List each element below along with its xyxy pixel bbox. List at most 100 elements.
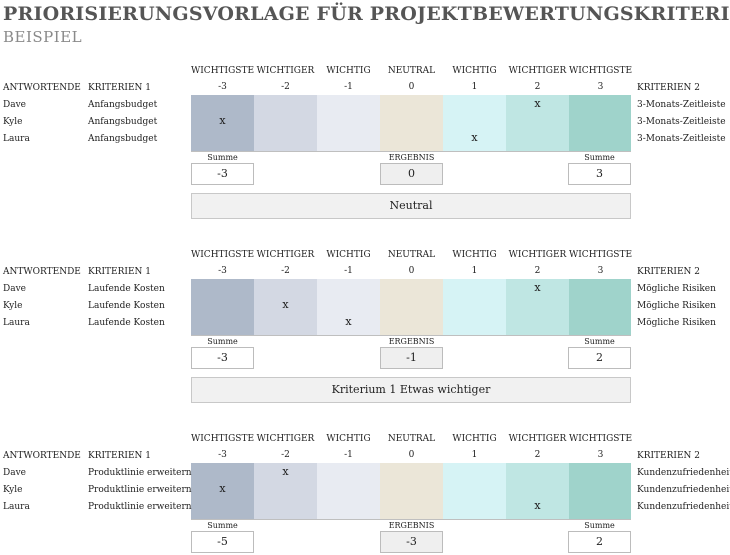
scale-label: WICHTIG (452, 434, 497, 444)
rating-cell[interactable]: x (191, 463, 254, 519)
rating-cell[interactable]: x (191, 95, 254, 151)
result-value: -3 (380, 531, 443, 553)
rating-cell[interactable]: x (506, 95, 569, 151)
criterion1-value: Anfangsbudget (88, 100, 158, 110)
criterion1-value: Laufende Kosten (88, 318, 165, 328)
scale-value: 3 (597, 266, 604, 276)
scale-label: WICHTIGSTE (191, 434, 255, 444)
scale-value: -2 (281, 82, 290, 92)
rating-mark: x (282, 465, 289, 478)
scale-value: 2 (534, 266, 541, 276)
rating-mark: x (219, 114, 226, 127)
scale-label: WICHTIGSTE (191, 250, 255, 260)
scale-label: NEUTRAL (387, 250, 436, 260)
criterion2-value: Kundenzufriedenheit (637, 468, 730, 478)
criterion2-value: Mögliche Risiken (637, 318, 716, 328)
criterion2-value: Kundenzufriedenheit (637, 502, 730, 512)
respondent-name: Kyle (3, 301, 23, 311)
rating-cell[interactable] (443, 279, 506, 335)
rating-band: x x x (191, 279, 631, 336)
respondent-name: Laura (3, 502, 30, 512)
rating-cell[interactable] (569, 463, 631, 519)
sum-left-value: -3 (191, 163, 254, 185)
sum-right-value: 2 (568, 531, 631, 553)
rating-cell[interactable]: x (317, 279, 380, 335)
scale-value: -1 (344, 82, 353, 92)
sum-left-label: Summe (207, 153, 238, 162)
rating-cell[interactable] (191, 279, 254, 335)
page-title: PRIORISIERUNGSVORLAGE FÜR PROJEKTBEWERTU… (3, 3, 730, 25)
result-value: -1 (380, 347, 443, 369)
rating-mark: x (534, 281, 541, 294)
scale-label: WICHTIGSTE (569, 66, 633, 76)
rating-mark: x (219, 482, 226, 495)
scale-value: -3 (218, 266, 227, 276)
rating-cell[interactable] (569, 279, 631, 335)
criteria1-header: KRITERIEN 1 (88, 267, 151, 277)
rating-cell[interactable] (317, 463, 380, 519)
criterion1-value: Anfangsbudget (88, 134, 158, 144)
criteria1-header: KRITERIEN 1 (88, 83, 151, 93)
scale-label: WICHTIG (326, 434, 371, 444)
scale-label: NEUTRAL (387, 66, 436, 76)
scale-label: WICHTIGSTE (569, 434, 633, 444)
rating-mark: x (345, 315, 352, 328)
rating-cell[interactable] (317, 95, 380, 151)
rating-cell[interactable] (254, 95, 317, 151)
criterion2-value: 3-Monats-Zeitleiste (637, 100, 726, 110)
scale-value: -1 (344, 266, 353, 276)
criterion2-value: 3-Monats-Zeitleiste (637, 134, 726, 144)
scale-label: WICHTIG (452, 66, 497, 76)
respondent-name: Dave (3, 468, 26, 478)
criteria1-header: KRITERIEN 1 (88, 451, 151, 461)
scale-value: -3 (218, 450, 227, 460)
scale-label: WICHTIGER (508, 250, 567, 260)
respondent-name: Dave (3, 100, 26, 110)
criterion1-value: Laufende Kosten (88, 301, 165, 311)
rating-band: x x x (191, 463, 631, 520)
criterion1-value: Laufende Kosten (88, 284, 165, 294)
rating-cell[interactable]: x (443, 95, 506, 151)
criterion2-value: Mögliche Risiken (637, 301, 716, 311)
respondent-name: Dave (3, 284, 26, 294)
respondent-name: Laura (3, 134, 30, 144)
scale-value: 1 (471, 82, 478, 92)
respondent-name: Kyle (3, 117, 23, 127)
sum-left-value: -3 (191, 347, 254, 369)
criterion2-value: Kundenzufriedenheit (637, 485, 730, 495)
rating-cell[interactable] (569, 95, 631, 151)
rating-mark: x (534, 97, 541, 110)
respondent-name: Laura (3, 318, 30, 328)
sum-right-label: Summe (584, 337, 615, 346)
rating-cell[interactable]: x (506, 463, 569, 519)
rating-cell[interactable] (380, 463, 443, 519)
scale-value: 0 (408, 450, 415, 460)
criterion1-value: Produktlinie erweitern (88, 502, 192, 512)
respondents-header: ANTWORTENDE (3, 451, 81, 461)
rating-cell[interactable]: x (506, 279, 569, 335)
criterion2-value: 3-Monats-Zeitleiste (637, 117, 726, 127)
sum-right-value: 3 (568, 163, 631, 185)
result-label: ERGEBNIS (388, 153, 435, 162)
sum-right-label: Summe (584, 153, 615, 162)
rating-cell[interactable]: x (254, 279, 317, 335)
scale-label: WICHTIGER (508, 66, 567, 76)
respondents-header: ANTWORTENDE (3, 267, 81, 277)
scale-value: 3 (597, 82, 604, 92)
sum-left-value: -5 (191, 531, 254, 553)
criterion2-value: Mögliche Risiken (637, 284, 716, 294)
scale-value: 0 (408, 82, 415, 92)
sum-right-value: 2 (568, 347, 631, 369)
verdict-bar: Kriterium 1 Etwas wichtiger (191, 377, 631, 403)
rating-cell[interactable] (380, 279, 443, 335)
verdict-bar: Neutral (191, 193, 631, 219)
respondent-name: Kyle (3, 485, 23, 495)
rating-mark: x (534, 499, 541, 512)
scale-value: -1 (344, 450, 353, 460)
criteria2-header: KRITERIEN 2 (637, 267, 700, 277)
page-subtitle: BEISPIEL (3, 28, 83, 46)
rating-cell[interactable]: x (254, 463, 317, 519)
rating-cell[interactable] (443, 463, 506, 519)
rating-cell[interactable] (380, 95, 443, 151)
scale-value: 2 (534, 82, 541, 92)
